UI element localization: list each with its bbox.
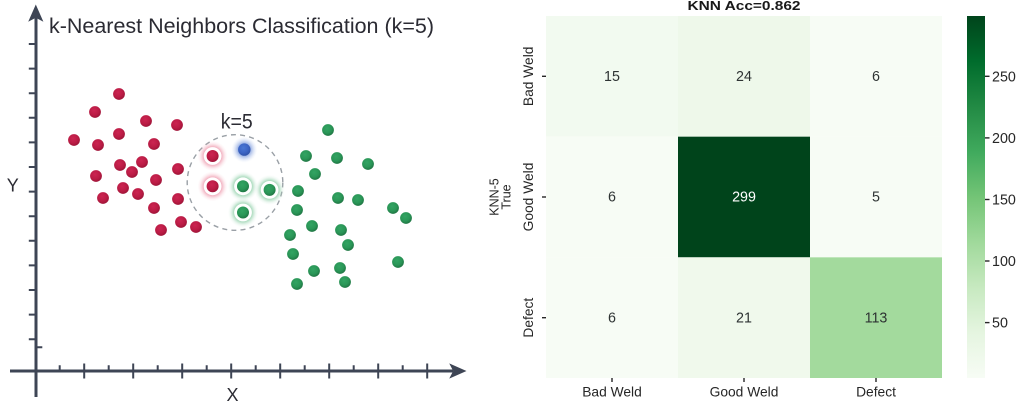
- svg-text:250: 250: [992, 69, 1016, 85]
- svg-text:True: True: [500, 184, 514, 209]
- svg-text:24: 24: [736, 69, 752, 85]
- svg-text:5: 5: [872, 190, 880, 206]
- svg-text:6: 6: [608, 190, 616, 206]
- svg-text:k-Nearest Neighbors Classifica: k-Nearest Neighbors Classification (k=5): [49, 15, 434, 38]
- svg-text:KNN Acc=0.862: KNN Acc=0.862: [688, 0, 801, 13]
- svg-text:k=5: k=5: [221, 111, 253, 134]
- svg-text:200: 200: [992, 131, 1016, 147]
- svg-text:113: 113: [865, 310, 888, 326]
- svg-text:150: 150: [992, 193, 1016, 209]
- svg-text:Bad Weld: Bad Weld: [582, 385, 642, 400]
- svg-text:15: 15: [604, 69, 620, 85]
- svg-text:Good Weld: Good Weld: [710, 385, 779, 400]
- svg-text:Bad Weld: Bad Weld: [521, 47, 536, 107]
- svg-text:100: 100: [992, 254, 1016, 270]
- svg-text:Defect: Defect: [856, 385, 896, 400]
- svg-text:Y: Y: [7, 175, 19, 195]
- svg-text:KNN-5: KNN-5: [488, 178, 502, 216]
- svg-text:50: 50: [992, 316, 1008, 332]
- svg-text:Good Weld: Good Weld: [521, 163, 536, 232]
- svg-text:299: 299: [732, 190, 756, 206]
- svg-text:X: X: [227, 385, 239, 405]
- svg-text:Defect: Defect: [521, 298, 536, 338]
- svg-text:21: 21: [736, 310, 752, 326]
- svg-text:6: 6: [872, 69, 880, 85]
- svg-text:6: 6: [608, 310, 616, 326]
